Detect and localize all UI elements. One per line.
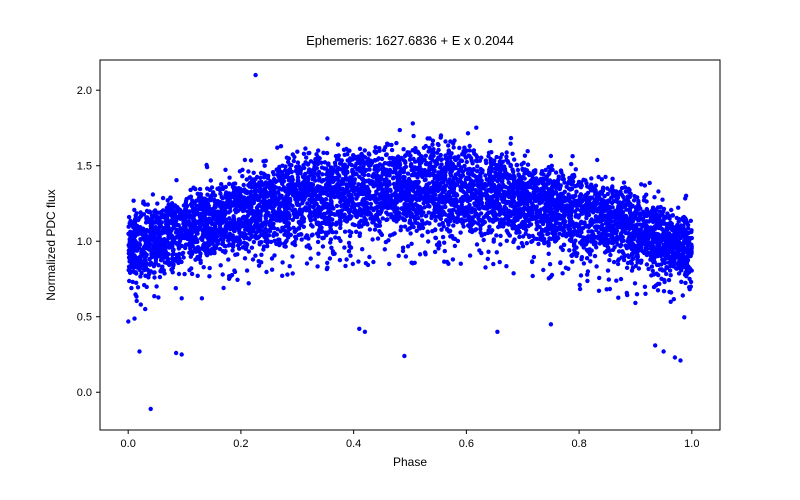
svg-text:0.2: 0.2 — [233, 438, 248, 450]
svg-text:1.5: 1.5 — [77, 161, 92, 173]
svg-text:0.8: 0.8 — [571, 438, 586, 450]
svg-text:0.6: 0.6 — [459, 438, 474, 450]
scatter-chart: 0.0 0.2 0.4 0.6 0.8 1.0 0.0 0.5 1.0 1.5 2.0 Phase No… — [0, 0, 800, 500]
svg-text:0.5: 0.5 — [77, 312, 92, 324]
chart-container: 0.0 0.2 0.4 0.6 0.8 1.0 0.0 0.5 1.0 1.5 2.0 Phase No… — [0, 0, 800, 500]
y-axis-label: Normalized PDC flux — [44, 189, 58, 300]
svg-text:1.0: 1.0 — [684, 438, 699, 450]
svg-text:0.4: 0.4 — [346, 438, 361, 450]
svg-text:2.0: 2.0 — [77, 85, 92, 97]
svg-text:1.0: 1.0 — [77, 236, 92, 248]
svg-text:0.0: 0.0 — [77, 387, 92, 399]
chart-title: Ephemeris: 1627.6836 + E x 0.2044 — [306, 33, 514, 48]
svg-text:0.0: 0.0 — [121, 438, 136, 450]
x-axis-label: Phase — [393, 455, 427, 469]
